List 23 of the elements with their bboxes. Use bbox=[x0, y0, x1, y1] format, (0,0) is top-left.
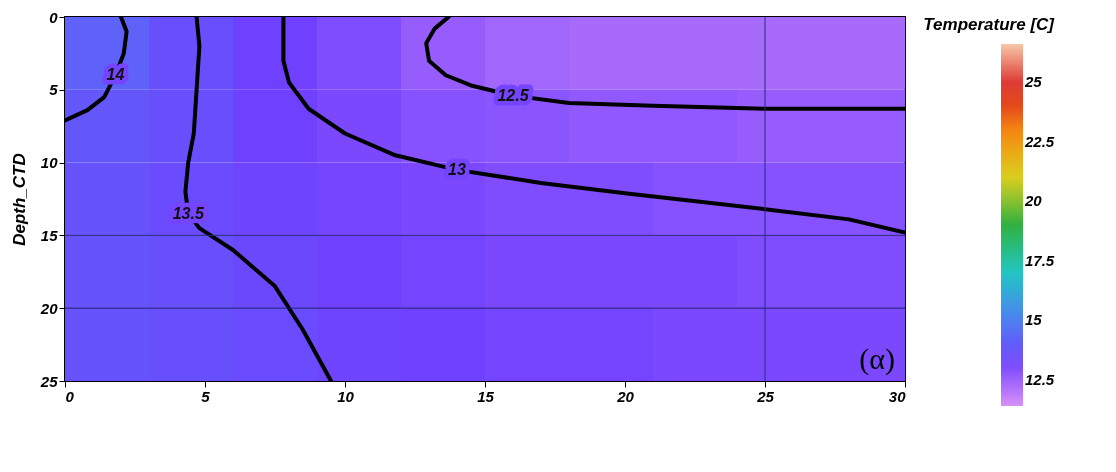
y-tick-label: 20 bbox=[39, 299, 59, 317]
y-tick-label: 25 bbox=[39, 372, 59, 390]
y-axis-title: Depth_CTD bbox=[9, 153, 29, 246]
y-tick-label: 0 bbox=[49, 8, 59, 26]
color-bar-label: 20 bbox=[1024, 192, 1043, 210]
color-bar-label: 22.5 bbox=[1024, 132, 1055, 150]
annotation: (α) bbox=[859, 342, 895, 376]
x-tick-label: 20 bbox=[616, 387, 635, 405]
x-tick-label: 5 bbox=[201, 387, 211, 405]
x-tick-label: 0 bbox=[65, 387, 75, 405]
y-tick-label: 10 bbox=[40, 154, 59, 172]
color-bar-label: 17.5 bbox=[1025, 251, 1055, 269]
color-bar-label: 12.5 bbox=[1025, 370, 1055, 388]
y-tick-label: 5 bbox=[49, 81, 59, 99]
x-tick-label: 30 bbox=[888, 387, 907, 405]
color-bar-label: 25 bbox=[1024, 73, 1043, 91]
series-label: 13 bbox=[448, 160, 466, 178]
x-tick-label: 25 bbox=[756, 387, 775, 405]
color-bar-title: Temperature [C] bbox=[923, 15, 1056, 34]
y-tick-label: 15 bbox=[40, 226, 59, 244]
x-tick-label: 10 bbox=[337, 387, 355, 405]
x-tick-label: 15 bbox=[477, 387, 495, 405]
color-bar-label: 15 bbox=[1025, 311, 1043, 329]
